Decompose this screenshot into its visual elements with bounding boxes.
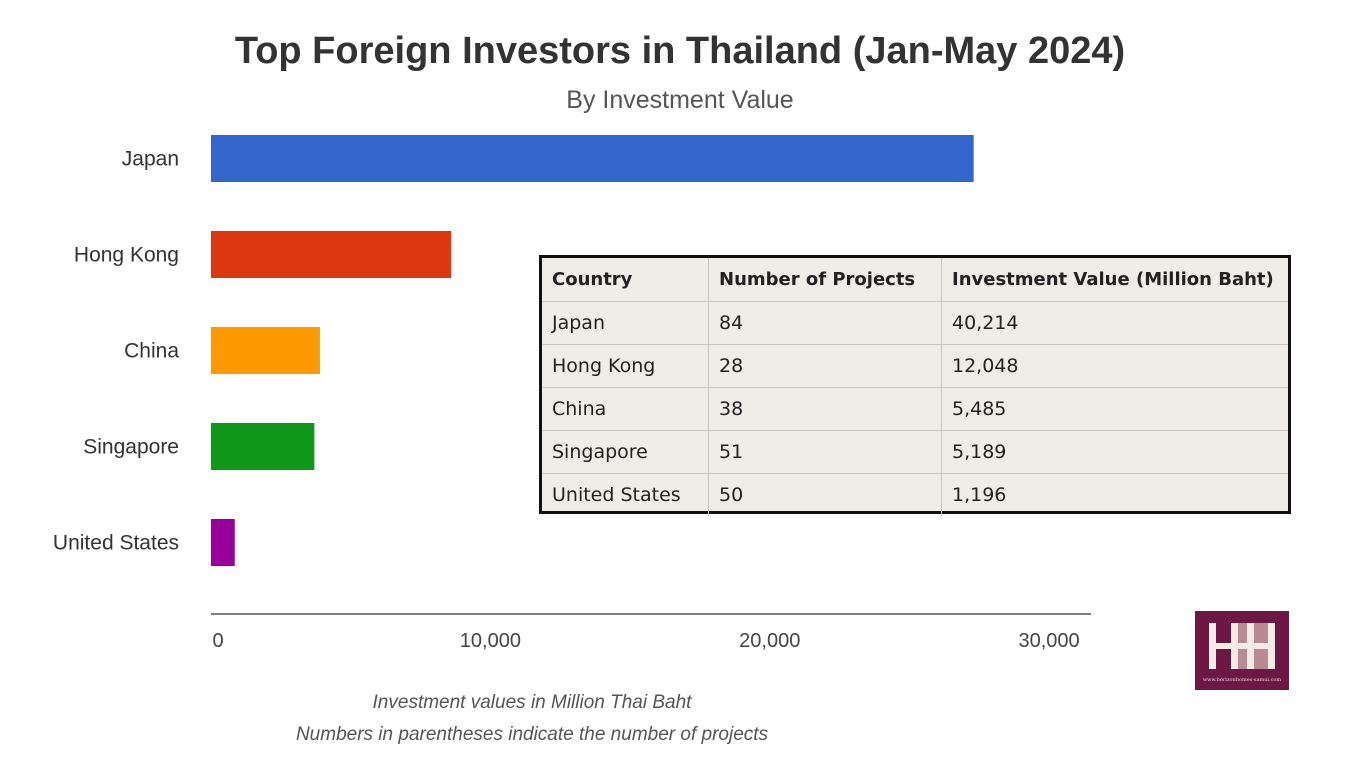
cell-investment: 12,048 (941, 343, 1288, 388)
bar-hong-kong (211, 231, 452, 278)
x-tick-label: 0 (212, 630, 223, 652)
category-label: Singapore (83, 436, 179, 459)
x-tick-label: 20,000 (739, 630, 800, 652)
table-row: Singapore 51 5,189 (542, 429, 1288, 474)
cell-projects: 28 (708, 343, 942, 388)
category-label: United States (53, 532, 179, 555)
logo-url-text: www.horizonhomes-samui.com (1202, 677, 1282, 683)
category-label: Japan (122, 148, 179, 171)
table-header-row: Country Number of Projects Investment Va… (542, 258, 1288, 302)
category-label: Hong Kong (74, 244, 179, 267)
note-units: Investment values in Million Thai Baht (372, 692, 692, 713)
x-tick-label: 10,000 (460, 630, 521, 652)
cell-investment: 5,189 (941, 429, 1288, 474)
table-row: United States 50 1,196 (542, 472, 1288, 516)
table-row: Japan 84 40,214 (542, 300, 1288, 345)
cell-investment: 1,196 (941, 472, 1288, 516)
note-projects: Numbers in parentheses indicate the numb… (295, 724, 769, 745)
chart-subtitle: By Investment Value (566, 86, 794, 114)
brand-logo: www.horizonhomes-samui.com (1195, 611, 1289, 690)
cell-projects: 50 (708, 472, 942, 516)
cell-country: United States (542, 472, 709, 516)
table-row: Hong Kong 28 12,048 (542, 343, 1288, 388)
cell-projects: 84 (708, 300, 942, 345)
table-row: China 38 5,485 (542, 386, 1288, 431)
investment-table: Country Number of Projects Investment Va… (539, 255, 1291, 516)
bar-united-states (211, 519, 235, 566)
cell-projects: 51 (708, 429, 942, 474)
bar-china (211, 327, 320, 374)
cell-projects: 38 (708, 386, 942, 431)
data-table: Country Number of Projects Investment Va… (542, 258, 1288, 516)
cell-country: Singapore (542, 429, 709, 474)
cell-country: Japan (542, 300, 709, 345)
bar-singapore (211, 423, 315, 470)
bar-japan (211, 135, 974, 182)
cell-investment: 5,485 (941, 386, 1288, 431)
category-label: China (124, 340, 179, 363)
cell-country: China (542, 386, 709, 431)
x-tick-label: 30,000 (1019, 630, 1080, 652)
header-investment: Investment Value (Million Baht) (941, 258, 1288, 302)
chart-title: Top Foreign Investors in Thailand (Jan-M… (234, 30, 1126, 72)
cell-investment: 40,214 (941, 300, 1288, 345)
header-projects: Number of Projects (708, 258, 942, 302)
cell-country: Hong Kong (542, 343, 709, 388)
header-country: Country (542, 258, 709, 302)
